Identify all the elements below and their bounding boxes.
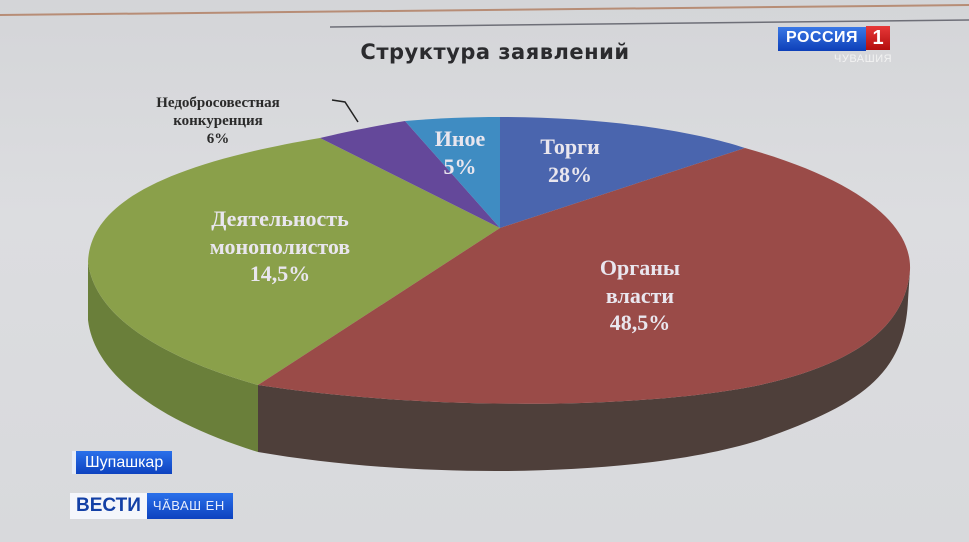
label-nedobro-line2: конкуренция — [173, 113, 263, 129]
label-nedobro-line1: Недобросовестная — [156, 95, 280, 111]
location-caption: Шупашкар — [72, 451, 173, 474]
leader-line — [331, 99, 359, 123]
label-organy-pct: 48,5% — [609, 310, 671, 335]
slice-inoe — [405, 117, 500, 228]
label-monopol-pct: 14,5% — [249, 261, 311, 286]
slice-side-monopolisty — [88, 262, 258, 452]
program-name: ВЕСТИ — [70, 493, 147, 519]
program-subtitle: ЧĂВАШ ЕН — [146, 493, 233, 519]
chart-title: Структура заявлений — [360, 40, 630, 64]
label-torgi-name: Торги — [540, 134, 600, 159]
paper-edge — [0, 4, 969, 16]
slice-organy — [258, 148, 911, 404]
label-torgi-pct: 28% — [548, 161, 592, 187]
slice-nedobro — [320, 121, 500, 228]
label-nedobro-pct: 6% — [206, 131, 230, 147]
label-organy: Органы власти 48,5% — [570, 254, 710, 337]
label-inoe-pct: 5% — [443, 153, 477, 179]
slice-monopolisty — [88, 138, 500, 385]
channel-region: ЧУВАШИЯ — [834, 53, 893, 65]
label-monopol-line1: Деятельность — [211, 206, 349, 231]
label-nedobro: Недобросовестная конкуренция 6% — [118, 94, 318, 148]
label-torgi: Торги 28% — [515, 133, 625, 188]
label-organy-line1: Органы — [599, 255, 681, 280]
slice-torgi — [500, 117, 745, 228]
program-logo: ВЕСТИ ЧĂВАШ ЕН — [70, 493, 233, 519]
label-monopol-line2: монополистов — [209, 233, 351, 259]
channel-name: РОССИЯ — [778, 27, 867, 51]
label-inoe: Иное 5% — [420, 125, 500, 180]
label-monopolisty: Деятельность монополистов 14,5% — [175, 205, 385, 288]
channel-number: 1 — [866, 26, 891, 50]
label-inoe-name: Иное — [434, 126, 486, 151]
channel-logo: РОССИЯ 1 — [778, 26, 891, 51]
label-organy-line2: власти — [605, 282, 675, 308]
slice-side-organy — [258, 270, 910, 472]
